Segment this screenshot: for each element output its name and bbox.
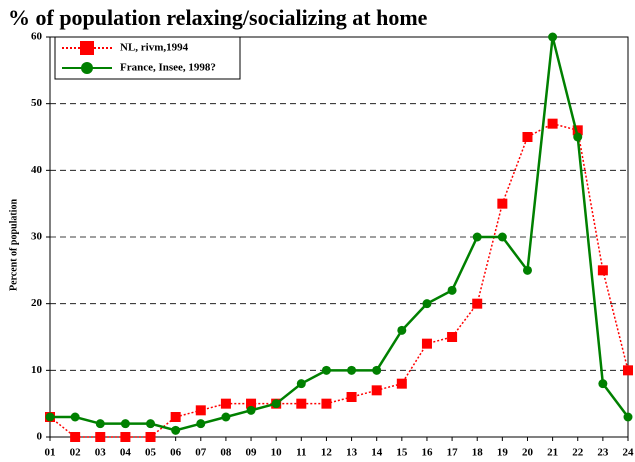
x-tick-label: 22 (572, 447, 584, 459)
data-point (447, 332, 458, 342)
data-point (597, 265, 608, 276)
data-point (547, 118, 558, 129)
data-point (246, 405, 256, 415)
data-point (171, 425, 181, 435)
data-point (598, 379, 608, 389)
data-point (497, 232, 507, 242)
data-point (548, 32, 558, 42)
x-tick-label: 05 (145, 447, 157, 459)
data-point (220, 398, 231, 409)
data-point (573, 132, 583, 142)
data-point (447, 285, 457, 295)
data-point (296, 398, 307, 409)
x-tick-label: 06 (170, 447, 182, 459)
x-tick-label: 10 (271, 447, 283, 459)
x-tick-label: 13 (346, 447, 358, 459)
data-point (120, 432, 131, 442)
x-tick-label: 17 (447, 447, 459, 459)
y-tick-label: 20 (31, 297, 43, 309)
data-point (170, 412, 181, 422)
x-tick-label: 12 (321, 447, 333, 459)
data-point (296, 379, 306, 389)
y-tick-label: 0 (37, 431, 43, 443)
y-tick-label: 10 (31, 364, 43, 376)
data-point (221, 412, 231, 422)
data-point (497, 198, 508, 209)
legend-marker (81, 62, 93, 74)
series-line (50, 36, 629, 432)
y-tick-label: 30 (31, 231, 43, 243)
data-point (572, 125, 583, 136)
data-point (120, 419, 130, 429)
data-point (346, 392, 357, 402)
data-point (95, 432, 106, 442)
x-tick-label: 19 (497, 447, 509, 459)
data-point (623, 365, 633, 376)
x-tick-label: 14 (371, 447, 383, 459)
y-axis-label: Percent of population (8, 199, 19, 291)
data-point (70, 412, 80, 422)
x-tick-label: 01 (45, 447, 56, 459)
data-point (623, 412, 633, 422)
legend-marker (80, 41, 94, 55)
x-tick-label: 20 (522, 447, 534, 459)
data-point (321, 365, 331, 375)
data-point (246, 398, 257, 409)
data-point (372, 365, 382, 375)
data-point (45, 412, 55, 422)
data-point (472, 298, 483, 309)
chart-title: % of population relaxing/socializing at … (8, 5, 428, 30)
data-point (145, 432, 156, 442)
data-point (522, 265, 532, 275)
y-tick-label: 40 (31, 164, 43, 176)
y-tick-label: 50 (31, 97, 43, 109)
data-point (397, 325, 407, 335)
data-point (146, 419, 156, 429)
data-point (347, 365, 357, 375)
x-tick-label: 03 (95, 447, 107, 459)
data-point (70, 432, 81, 442)
data-point (321, 398, 332, 409)
data-point (421, 338, 432, 349)
x-tick-label: 15 (396, 447, 408, 459)
y-tick-label: 60 (31, 31, 43, 43)
legend-label: NL, rivm,1994 (120, 42, 189, 54)
x-tick-label: 11 (296, 447, 306, 459)
x-tick-label: 18 (472, 447, 484, 459)
data-point (422, 299, 432, 309)
x-tick-label: 02 (70, 447, 82, 459)
data-point (371, 385, 382, 396)
data-point (195, 405, 206, 416)
data-point (271, 399, 281, 409)
data-point (95, 419, 105, 429)
plot-frame (49, 36, 629, 438)
x-tick-label: 04 (120, 447, 132, 459)
x-tick-label: 08 (220, 447, 232, 459)
x-tick-label: 21 (547, 447, 558, 459)
data-point (396, 378, 407, 389)
data-point (522, 132, 533, 142)
x-tick-label: 24 (623, 447, 635, 459)
x-tick-label: 07 (195, 447, 207, 459)
legend-label: France, Insee, 1998? (120, 62, 216, 74)
x-tick-label: 23 (597, 447, 609, 459)
x-tick-label: 16 (421, 447, 433, 459)
data-point (472, 232, 482, 242)
x-tick-label: 09 (246, 447, 258, 459)
data-point (196, 419, 206, 429)
